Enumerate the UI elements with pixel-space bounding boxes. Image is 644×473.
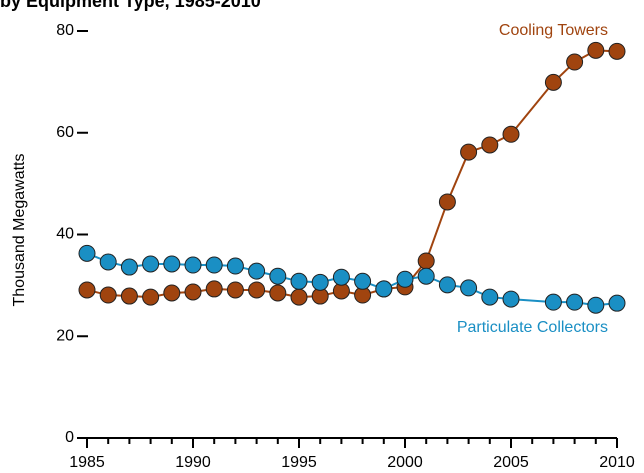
data-point: [481, 288, 499, 306]
data-point: [417, 252, 435, 270]
data-point: [99, 286, 117, 304]
data-point: [460, 143, 478, 161]
data-point: [184, 283, 202, 301]
y-tick-label: 0: [65, 429, 74, 446]
data-point: [142, 255, 160, 273]
data-point: [608, 294, 626, 312]
x-tick-label: 1985: [69, 454, 105, 471]
data-point: [502, 290, 520, 308]
data-point: [120, 258, 138, 276]
data-point: [354, 272, 372, 290]
data-point: [311, 273, 329, 291]
data-point: [332, 268, 350, 286]
data-point: [587, 296, 605, 314]
chart-title: by Equipment Type, 1985-2010: [0, 0, 261, 11]
x-tick-label: 1990: [175, 454, 211, 471]
y-tick-label: 60: [56, 124, 74, 141]
x-tick-label: 2000: [387, 454, 423, 471]
data-point: [269, 284, 287, 302]
data-point: [587, 41, 605, 59]
series-label: Cooling Towers: [499, 22, 608, 39]
data-point: [248, 262, 266, 280]
data-point: [163, 284, 181, 302]
y-tick-label: 40: [56, 226, 74, 243]
data-point: [438, 193, 456, 211]
data-point: [226, 281, 244, 299]
x-tick-label: 1995: [281, 454, 317, 471]
data-point: [163, 255, 181, 273]
y-tick-label: 20: [56, 327, 74, 344]
data-point: [78, 244, 96, 262]
data-point: [502, 125, 520, 143]
data-point: [460, 279, 478, 297]
data-point: [142, 288, 160, 306]
x-tick-label: 2005: [493, 454, 529, 471]
data-point: [396, 270, 414, 288]
data-point: [184, 256, 202, 274]
data-point: [248, 281, 266, 299]
data-point: [205, 256, 223, 274]
series-label: Particulate Collectors: [457, 319, 608, 336]
data-point: [78, 281, 96, 299]
data-point: [290, 272, 308, 290]
data-point: [544, 73, 562, 91]
data-point: [544, 293, 562, 311]
x-tick-label: 2010: [599, 454, 635, 471]
y-axis-label: Thousand Megawatts: [11, 154, 28, 307]
data-point: [99, 253, 117, 271]
data-point: [608, 42, 626, 60]
data-point: [438, 276, 456, 294]
data-point: [566, 293, 584, 311]
data-point: [375, 280, 393, 298]
data-point: [120, 287, 138, 305]
data-point: [417, 267, 435, 285]
data-point: [566, 53, 584, 71]
data-point: [290, 288, 308, 306]
y-tick-label: 80: [56, 22, 74, 39]
data-point: [205, 280, 223, 298]
data-point: [269, 267, 287, 285]
data-point: [481, 136, 499, 154]
data-point: [226, 257, 244, 275]
